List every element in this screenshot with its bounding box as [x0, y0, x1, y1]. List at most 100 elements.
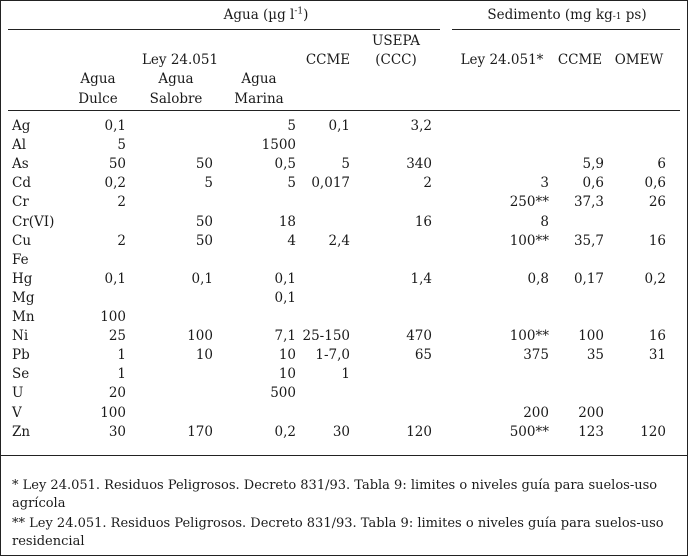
col-ccme-agua: CCME [305, 52, 351, 68]
table-cell-ccme: 25-150 [302, 328, 350, 344]
table-cell-ley-sed: 3 [540, 175, 549, 191]
table-cell-omew: 16 [648, 233, 666, 249]
element-label: Zn [12, 424, 31, 440]
table-cell-marina: 10 [278, 366, 296, 382]
table-cell-salobre: 50 [195, 214, 213, 230]
header-bottom-rule [8, 110, 680, 111]
sedimento-group-header: Sedimento (mg kg-1 ps) [487, 7, 647, 23]
col-usepa-line2: (CCC) [375, 52, 417, 68]
element-label: Cu [12, 233, 32, 249]
table-cell-marina: 4 [287, 233, 296, 249]
table-cell-marina: 18 [278, 214, 296, 230]
table-cell-omew: 120 [640, 424, 666, 440]
table-cell-dulce: 50 [108, 156, 126, 172]
table-cell-ley-sed: 200 [523, 405, 549, 421]
table-cell-ley-sed: 0,8 [527, 271, 549, 287]
table-cell-ley-sed: 500** [509, 424, 549, 440]
table-cell-usepa: 1,4 [410, 271, 432, 287]
table-cell-ccme-sed: 35 [586, 347, 604, 363]
sedimento-group-underline [452, 29, 680, 30]
table-cell-dulce: 0,1 [104, 271, 126, 287]
table-cell-ccme: 1 [341, 366, 350, 382]
element-label: Cr [12, 194, 29, 210]
table-cell-usepa: 340 [406, 156, 432, 172]
table-cell-salobre: 100 [187, 328, 213, 344]
element-label: Se [12, 366, 30, 382]
table-cell-salobre: 5 [204, 175, 213, 191]
agua-group-header: Agua (µg l-1) [223, 6, 309, 23]
table-cell-omew: 31 [648, 347, 666, 363]
col-marina-line2: Marina [234, 91, 284, 107]
table-cell-usepa: 3,2 [410, 118, 432, 134]
table-cell-usepa: 120 [406, 424, 432, 440]
table-cell-salobre: 170 [187, 424, 213, 440]
table-cell-ley-sed: 100** [509, 328, 549, 344]
table-cell-dulce: 1 [117, 366, 126, 382]
table-cell-ccme-sed: 100 [578, 328, 604, 344]
table-cell-dulce: 0,2 [104, 175, 126, 191]
col-salobre-line1: Ley 24.051 [141, 52, 219, 68]
table-cell-ccme-sed: 5,9 [582, 156, 604, 172]
footnote-1: * Ley 24.051. Residuos Peligrosos. Decre… [12, 478, 658, 493]
col-marina-line1: Agua [241, 71, 277, 87]
element-label: Pb [12, 347, 30, 363]
table-cell-dulce: 2 [117, 233, 126, 249]
table-cell-ccme: 30 [332, 424, 350, 440]
table-cell-ccme-sed: 0,17 [573, 271, 604, 287]
table-cell-ccme-sed: 0,6 [582, 175, 604, 191]
element-label: Ni [12, 328, 29, 344]
table-cell-ccme-sed: 123 [578, 424, 604, 440]
element-label: Al [12, 137, 27, 153]
table-cell-marina: 0,1 [274, 271, 296, 287]
table-cell-dulce: 100 [100, 405, 126, 421]
col-salobre-line2: Agua [158, 71, 194, 87]
table-cell-omew: 0,6 [644, 175, 666, 191]
table-cell-salobre: 0,1 [191, 271, 213, 287]
table-cell-ccme: 1-7,0 [315, 347, 350, 363]
footnote-2-cont: residencial [12, 534, 85, 549]
table-cell-ccme: 0,1 [328, 118, 350, 134]
element-label: Mg [12, 290, 35, 306]
col-ccme-sed: CCME [557, 52, 603, 68]
element-label: Hg [12, 271, 33, 287]
table-cell-ley-sed: 8 [540, 214, 549, 230]
table-cell-marina: 5 [287, 118, 296, 134]
col-agua-dulce-line1: Agua [80, 71, 116, 87]
table-cell-ccme-sed: 35,7 [573, 233, 604, 249]
table-bottom-rule [0, 455, 688, 456]
table-cell-marina: 0,1 [274, 290, 296, 306]
table-cell-usepa: 65 [414, 347, 432, 363]
table-cell-ccme: 0,017 [311, 175, 350, 191]
footnote-2: ** Ley 24.051. Residuos Peligrosos. Decr… [12, 516, 664, 531]
table-cell-salobre: 50 [195, 156, 213, 172]
agua-group-underline [8, 29, 440, 30]
table-cell-marina: 1500 [261, 137, 296, 153]
table-cell-omew: 0,2 [644, 271, 666, 287]
col-omew: OMEW [614, 52, 664, 68]
footnote-1-cont: agrícola [12, 496, 66, 511]
element-label: As [12, 156, 29, 172]
element-label: Cd [12, 175, 31, 191]
table-cell-marina: 500 [270, 385, 296, 401]
table-cell-dulce: 30 [108, 424, 126, 440]
table-cell-dulce: 5 [117, 137, 126, 153]
table-cell-salobre: 10 [195, 347, 213, 363]
table-cell-ccme: 2,4 [328, 233, 350, 249]
table-cell-ccme: 5 [341, 156, 350, 172]
table-cell-usepa: 470 [406, 328, 432, 344]
element-label: Mn [12, 309, 35, 325]
col-ley-sed: Ley 24.051* [460, 52, 544, 68]
element-label: Cr(VI) [12, 214, 55, 230]
col-usepa-line1: USEPA [371, 33, 421, 49]
table-cell-marina: 10 [278, 347, 296, 363]
col-salobre-line3: Salobre [149, 91, 203, 107]
table-cell-ley-sed: 100** [509, 233, 549, 249]
table-cell-marina: 0,2 [274, 424, 296, 440]
col-agua-dulce-line2: Dulce [78, 91, 118, 107]
table-cell-ccme-sed: 37,3 [573, 194, 604, 210]
table-cell-salobre: 50 [195, 233, 213, 249]
table-cell-dulce: 2 [117, 194, 126, 210]
table-cell-omew: 26 [648, 194, 666, 210]
table-cell-dulce: 1 [117, 347, 126, 363]
